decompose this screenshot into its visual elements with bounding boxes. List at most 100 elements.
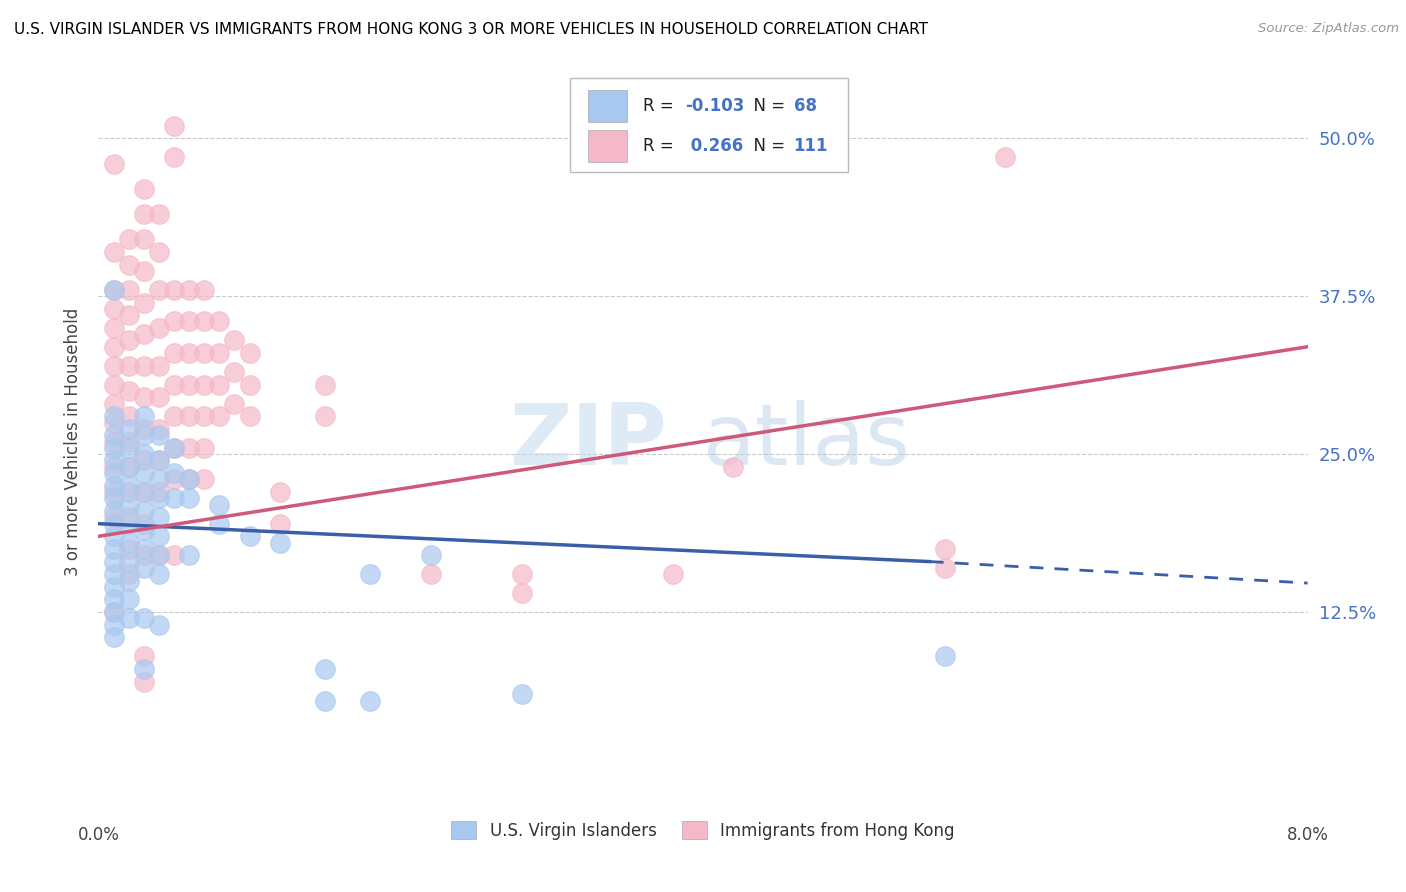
Point (103, 396, 125, 410)
Point (132, 295, 155, 310)
Point (118, 510, 141, 524)
Point (132, 182, 155, 196)
Point (132, 504, 155, 518)
Point (994, 150, 1017, 164)
Point (118, 541, 141, 556)
Point (420, 567, 443, 582)
Point (118, 441, 141, 455)
Point (103, 459, 125, 474)
Point (179, 314, 201, 328)
Point (148, 359, 170, 373)
Point (132, 264, 155, 278)
Point (103, 359, 125, 373)
Point (118, 516, 141, 531)
Point (103, 377, 125, 392)
Y-axis label: 3 or more Vehicles in Household: 3 or more Vehicles in Household (65, 308, 83, 575)
Point (148, 491, 170, 506)
Point (118, 384, 141, 398)
Point (163, 466, 186, 480)
Point (148, 428, 170, 442)
Point (208, 314, 231, 328)
Point (510, 567, 533, 582)
Point (103, 504, 125, 518)
Point (132, 453, 155, 467)
Text: 0.266: 0.266 (685, 136, 744, 155)
Point (132, 428, 155, 442)
Point (510, 586, 533, 600)
Point (208, 377, 231, 392)
Bar (588, 130, 627, 161)
Point (179, 473, 201, 487)
Point (148, 422, 170, 436)
Point (132, 422, 155, 436)
Text: ZIP: ZIP (509, 400, 666, 483)
Point (118, 555, 141, 569)
Point (132, 447, 155, 461)
Point (224, 334, 246, 348)
Point (118, 611, 141, 625)
Point (193, 473, 215, 487)
Point (103, 529, 125, 543)
Point (132, 662, 155, 676)
Point (163, 283, 186, 297)
Point (103, 283, 125, 297)
Point (163, 314, 186, 328)
Point (132, 674, 155, 689)
Point (163, 548, 186, 563)
Point (118, 409, 141, 424)
Point (118, 359, 141, 373)
Point (132, 232, 155, 246)
Point (224, 396, 246, 410)
Point (118, 567, 141, 582)
Point (132, 390, 155, 404)
Point (208, 409, 231, 424)
Point (118, 308, 141, 322)
Point (239, 346, 262, 360)
Legend: U.S. Virgin Islanders, Immigrants from Hong Kong: U.S. Virgin Islanders, Immigrants from H… (444, 814, 962, 847)
Point (179, 283, 201, 297)
Point (118, 485, 141, 500)
Point (132, 466, 155, 480)
Point (163, 441, 186, 455)
Point (148, 283, 170, 297)
Point (132, 207, 155, 221)
Point (103, 485, 125, 500)
Point (163, 491, 186, 506)
Text: atlas: atlas (703, 400, 911, 483)
Point (179, 409, 201, 424)
Point (269, 535, 291, 549)
Point (132, 548, 155, 563)
Point (179, 441, 201, 455)
Point (208, 498, 231, 512)
Point (103, 491, 125, 506)
Point (934, 649, 956, 664)
Point (179, 491, 201, 506)
Point (103, 441, 125, 455)
Point (193, 441, 215, 455)
Point (360, 693, 382, 707)
Point (103, 244, 125, 259)
Point (118, 459, 141, 474)
Point (118, 258, 141, 272)
Point (103, 479, 125, 493)
Point (360, 567, 382, 582)
Point (661, 567, 683, 582)
Point (132, 409, 155, 424)
Point (314, 409, 336, 424)
Point (148, 453, 170, 467)
Text: R =: R = (643, 97, 679, 115)
Point (118, 459, 141, 474)
Point (103, 592, 125, 607)
Point (103, 516, 125, 531)
Point (103, 466, 125, 480)
Point (148, 548, 170, 563)
Point (118, 479, 141, 493)
Point (179, 548, 201, 563)
Text: Source: ZipAtlas.com: Source: ZipAtlas.com (1258, 22, 1399, 36)
Point (163, 441, 186, 455)
Point (118, 574, 141, 588)
Point (193, 314, 215, 328)
Point (103, 156, 125, 170)
Point (193, 346, 215, 360)
Point (118, 535, 141, 549)
